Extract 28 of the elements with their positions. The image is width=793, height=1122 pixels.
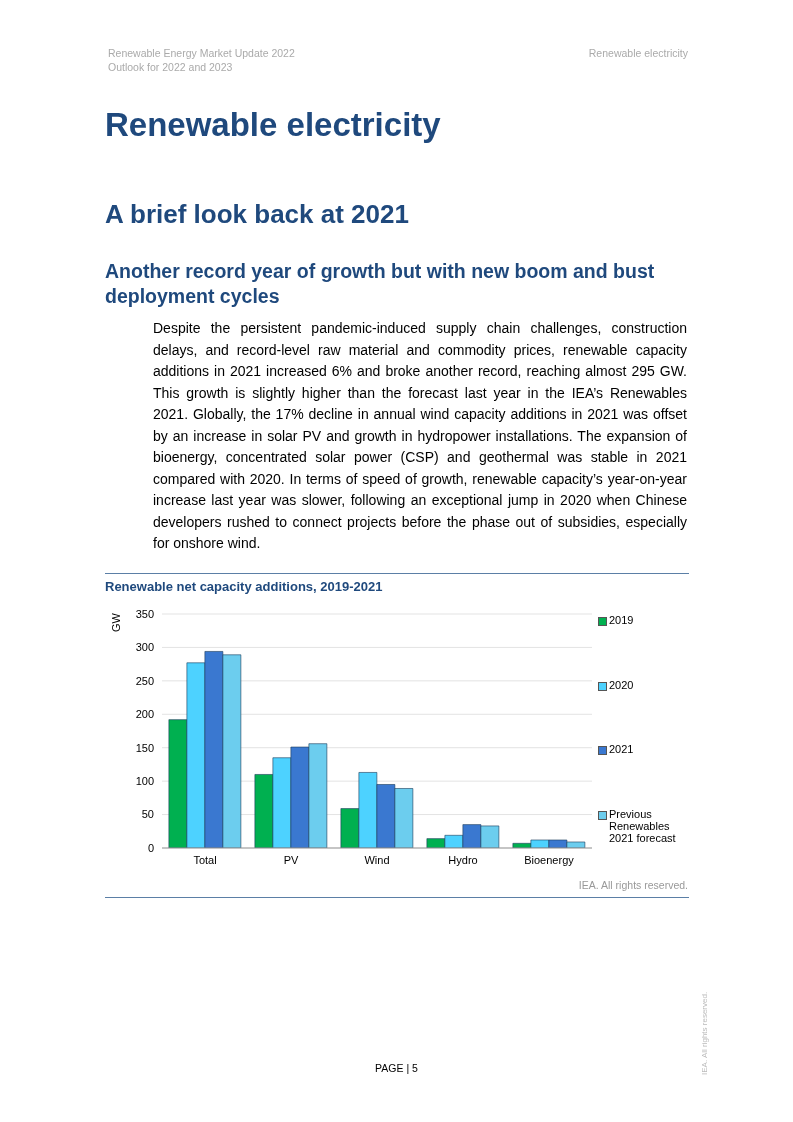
y-tick-label: 0 <box>147 841 154 854</box>
y-axis-title: GW <box>110 613 122 632</box>
text: A brief look back at 2021 <box>105 199 409 230</box>
y-tick-label: 150 <box>135 741 154 754</box>
legend-label: 2019 <box>609 614 634 626</box>
x-tick-label: Total <box>193 853 217 866</box>
text: Outlook for 2022 and 2023 <box>108 61 233 73</box>
x-tick-label: Hydro <box>448 853 478 866</box>
x-tick-label: Bioenergy <box>524 853 575 866</box>
legend-label: 2021 <box>609 743 634 756</box>
text: IEA. All rights reserved. <box>578 879 688 891</box>
legend-label: 2020 <box>609 678 634 691</box>
legend-label: Previous Renewables 2021 forecast <box>609 807 677 844</box>
chart-title: Renewable net capacity additions, 2019-2021 <box>105 579 383 594</box>
x-tick-label: Wind <box>364 853 390 866</box>
text: Renewable electricity <box>588 47 688 59</box>
text: PAGE | 5 <box>375 1062 418 1074</box>
x-tick-label: PV <box>283 853 299 866</box>
text: Renewable Energy Market Update 2022 <box>108 47 295 59</box>
y-tick-label: 350 <box>135 607 154 620</box>
y-tick-label: 300 <box>135 641 154 654</box>
y-tick-label: 50 <box>141 808 154 821</box>
text: Another record year of growth but with new boom and bust deployment cycles <box>105 259 656 309</box>
y-tick-label: 100 <box>135 775 154 788</box>
y-tick-label: 250 <box>135 674 154 687</box>
text: Renewable electricity <box>105 106 441 144</box>
text: Despite the persistent pandemic-induced supply chain challenges, construction delays, and record-level raw material and commodity prices, renewable capacity additions in 2021 increased 6% and broke another record, reaching almost 295 GW. This growth is slightly higher than the forecast last year in the IEA’s Renewables 2021. Globally, the 17% decline in annual wind capacity additions in 2021 was offset by an increase in solar PV and growth in hydropower installations. The expansion of bioenergy, concentrated solar power (CSP) and geothermal was stable in 2021 compared with 2020. In terms of speed of growth, renewable capacity’s year-on-year increase last year was slower, following an exceptional jump in 2020 when Chinese developers rushed to connect projects before the phase out of subsidies, especially for onshore wind. <box>153 320 687 551</box>
y-tick-label: 200 <box>135 708 154 721</box>
